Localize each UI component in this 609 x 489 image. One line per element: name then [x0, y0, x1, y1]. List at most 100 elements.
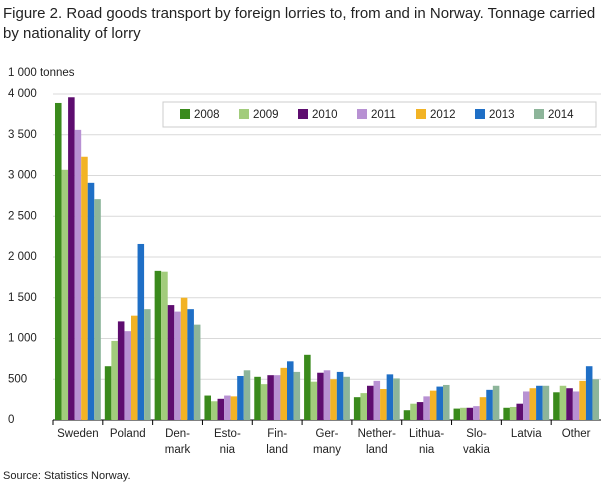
bar: [310, 381, 318, 420]
bar: [566, 388, 573, 420]
bar: [330, 379, 337, 420]
bar: [81, 156, 88, 420]
x-tick-label: Slo-: [466, 428, 487, 440]
legend-label: 2011: [371, 109, 396, 121]
bar: [193, 324, 201, 420]
x-tick-label: Den-: [165, 428, 190, 440]
legend-label: 2014: [548, 109, 574, 121]
legend-label: 2008: [194, 109, 220, 121]
legend-label: 2012: [430, 109, 456, 121]
bar: [336, 371, 344, 420]
bar: [373, 380, 381, 420]
x-tick-label: mark: [165, 444, 191, 456]
bar: [503, 407, 510, 420]
y-tick-label: 1 500: [8, 292, 37, 304]
x-tick-label: Fin-: [267, 428, 287, 440]
bar: [429, 390, 437, 420]
legend-swatch: [475, 109, 485, 119]
bar: [104, 366, 112, 420]
bar: [74, 129, 82, 421]
x-tick-label: Lithua-: [409, 428, 444, 440]
bar: [473, 406, 480, 420]
x-tick-label: Ger-: [316, 428, 339, 440]
bar: [230, 396, 238, 420]
bar: [436, 386, 444, 420]
bar: [273, 375, 281, 420]
legend-label: 2010: [312, 109, 338, 121]
bar: [131, 315, 138, 420]
bar: [137, 243, 145, 420]
bar: [204, 395, 211, 420]
bar: [479, 397, 487, 420]
bar: [161, 271, 168, 420]
y-tick-label: 2 000: [8, 251, 37, 263]
x-tick-label: Esto-: [214, 428, 241, 440]
source-note: Source: Statistics Norway.: [3, 470, 131, 482]
bar: [559, 385, 567, 420]
bar: [94, 199, 101, 420]
bar: [386, 374, 394, 420]
bar: [443, 384, 450, 420]
chart-title: Figure 2. Road goods transport by foreig…: [3, 5, 596, 42]
bar: [224, 395, 231, 420]
legend-label: 2013: [489, 109, 515, 121]
bar: [536, 385, 543, 420]
y-tick-label: 2 500: [8, 210, 37, 222]
bar: [317, 372, 324, 420]
x-tick-label: land: [366, 444, 388, 456]
legend-swatch: [180, 109, 190, 119]
bar: [154, 270, 162, 420]
bar: [54, 102, 62, 420]
x-tick-label: many: [313, 444, 341, 456]
bar: [267, 375, 274, 420]
legend-swatch: [416, 109, 426, 119]
y-tick-label: 0: [8, 414, 14, 426]
legend-box: [162, 101, 597, 128]
bar: [68, 97, 75, 420]
legend-swatch: [357, 109, 367, 119]
bar: [180, 297, 188, 420]
bar: [393, 378, 400, 420]
bar: [210, 401, 218, 420]
bar: [423, 396, 430, 420]
bar: [553, 392, 560, 420]
x-tick-label: Sweden: [57, 428, 99, 440]
bar: [522, 391, 530, 420]
bar: [187, 309, 194, 420]
bar: [360, 393, 367, 420]
legend-swatch: [534, 109, 544, 119]
bar: [353, 397, 361, 420]
bar: [366, 385, 374, 420]
bar: [280, 367, 288, 420]
y-tick-label: 500: [8, 373, 27, 385]
bar: [542, 385, 550, 420]
legend-label: 2009: [253, 109, 279, 121]
x-tick-label: nia: [220, 444, 236, 456]
bar: [516, 403, 523, 420]
bar: [492, 385, 500, 420]
legend-swatch: [298, 109, 308, 119]
bar: [579, 380, 586, 420]
y-tick-label: 3 500: [8, 129, 37, 141]
bar: [293, 371, 301, 420]
chart: 1 000 tonnes 0 500 1 000 1 500 2 000 2 500 3 0…: [8, 67, 601, 456]
bar: [509, 406, 517, 420]
bar: [111, 340, 118, 420]
x-tick-label: land: [266, 444, 288, 456]
bar: [380, 389, 387, 420]
bar: [144, 309, 151, 420]
bar: [304, 354, 311, 420]
bar: [243, 370, 251, 420]
y-tick-label: 4 000: [8, 88, 37, 100]
bar: [416, 402, 424, 420]
bar: [287, 361, 294, 420]
x-tick-label: vakia: [463, 444, 490, 456]
bar: [529, 388, 537, 420]
bar: [254, 376, 261, 420]
x-tick-label: Nether-: [358, 428, 397, 440]
bar: [585, 366, 593, 420]
bar: [572, 391, 580, 420]
x-tick-label: Other: [562, 428, 591, 440]
bar: [237, 375, 244, 420]
